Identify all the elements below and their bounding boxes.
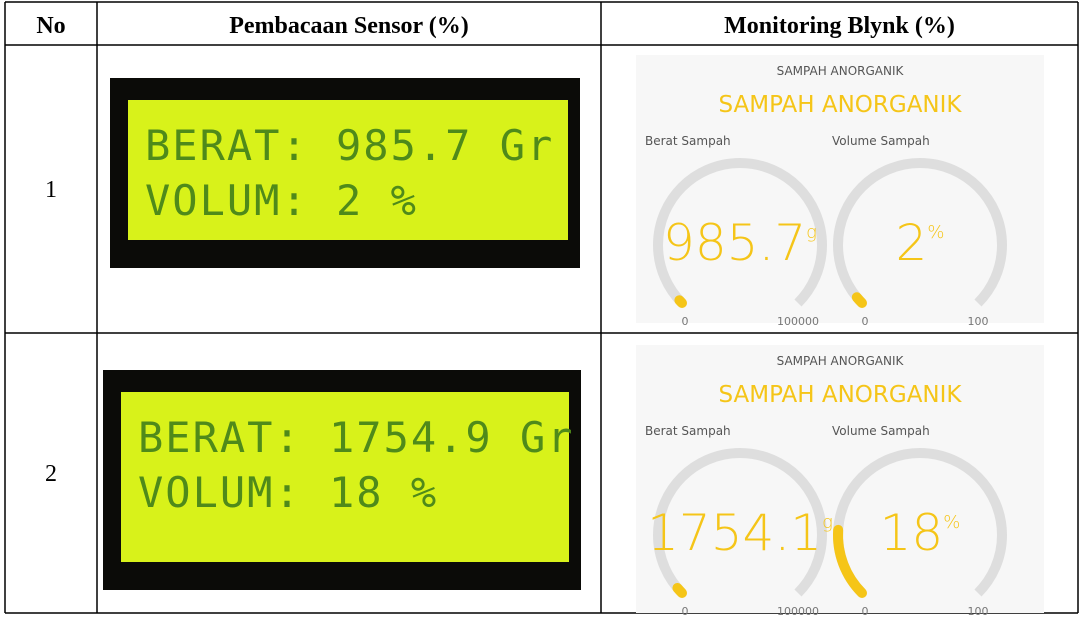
gauge-unit: g — [806, 222, 817, 243]
gauge-value-arc — [677, 588, 682, 593]
gauge-value: 985.7g — [663, 214, 817, 272]
gauge-max: 100 — [968, 315, 989, 328]
gauge-max: 100000 — [777, 315, 819, 328]
gauge-min: 0 — [682, 605, 689, 618]
gauge-value: 1754.1g — [647, 504, 833, 562]
gauge-label: Volume Sampah — [832, 134, 930, 148]
gauge-max: 100 — [968, 605, 989, 618]
lcd-line: BERAT: 985.7 Gr — [145, 121, 554, 170]
header-cell: No — [36, 13, 65, 39]
gauge-unit: g — [822, 512, 833, 533]
blynk-caption: SAMPAH ANORGANIK — [777, 354, 905, 368]
gauge-value-arc — [679, 300, 682, 303]
gauge-number: 1754.1 — [647, 504, 822, 562]
table: No Pembacaan Sensor (%) Monitoring Blynk (… — [0, 0, 1086, 621]
page: No Pembacaan Sensor (%) Monitoring Blynk (… — [0, 0, 1086, 621]
gauge-unit: % — [927, 222, 944, 243]
gauge-min: 0 — [862, 605, 869, 618]
gauge-label: Volume Sampah — [832, 424, 930, 438]
gauge-label: Berat Sampah — [645, 424, 731, 438]
blynk-title: SAMPAH ANORGANIK — [719, 92, 963, 118]
row-number: 1 — [45, 177, 57, 203]
lcd-line: VOLUM: 18 % — [138, 468, 438, 517]
gauge-min: 0 — [682, 315, 689, 328]
header-cell: Pembacaan Sensor (%) — [229, 13, 469, 39]
blynk-title: SAMPAH ANORGANIK — [719, 382, 963, 408]
gauge-number: 985.7 — [663, 214, 806, 272]
gauge-number: 2 — [896, 214, 928, 272]
lcd-line: VOLUM: 2 % — [145, 176, 418, 225]
blynk-caption: SAMPAH ANORGANIK — [777, 64, 905, 78]
header-cell: Monitoring Blynk (%) — [724, 13, 955, 39]
lcd-line: BERAT: 1754.9 Gr — [138, 413, 575, 462]
gauge-label: Berat Sampah — [645, 134, 731, 148]
gauge-number: 18 — [880, 504, 944, 562]
gauge-value-arc — [857, 297, 862, 303]
gauge-max: 100000 — [777, 605, 819, 618]
gauge-unit: % — [943, 512, 960, 533]
row-number: 2 — [45, 461, 57, 487]
gauge-min: 0 — [862, 315, 869, 328]
